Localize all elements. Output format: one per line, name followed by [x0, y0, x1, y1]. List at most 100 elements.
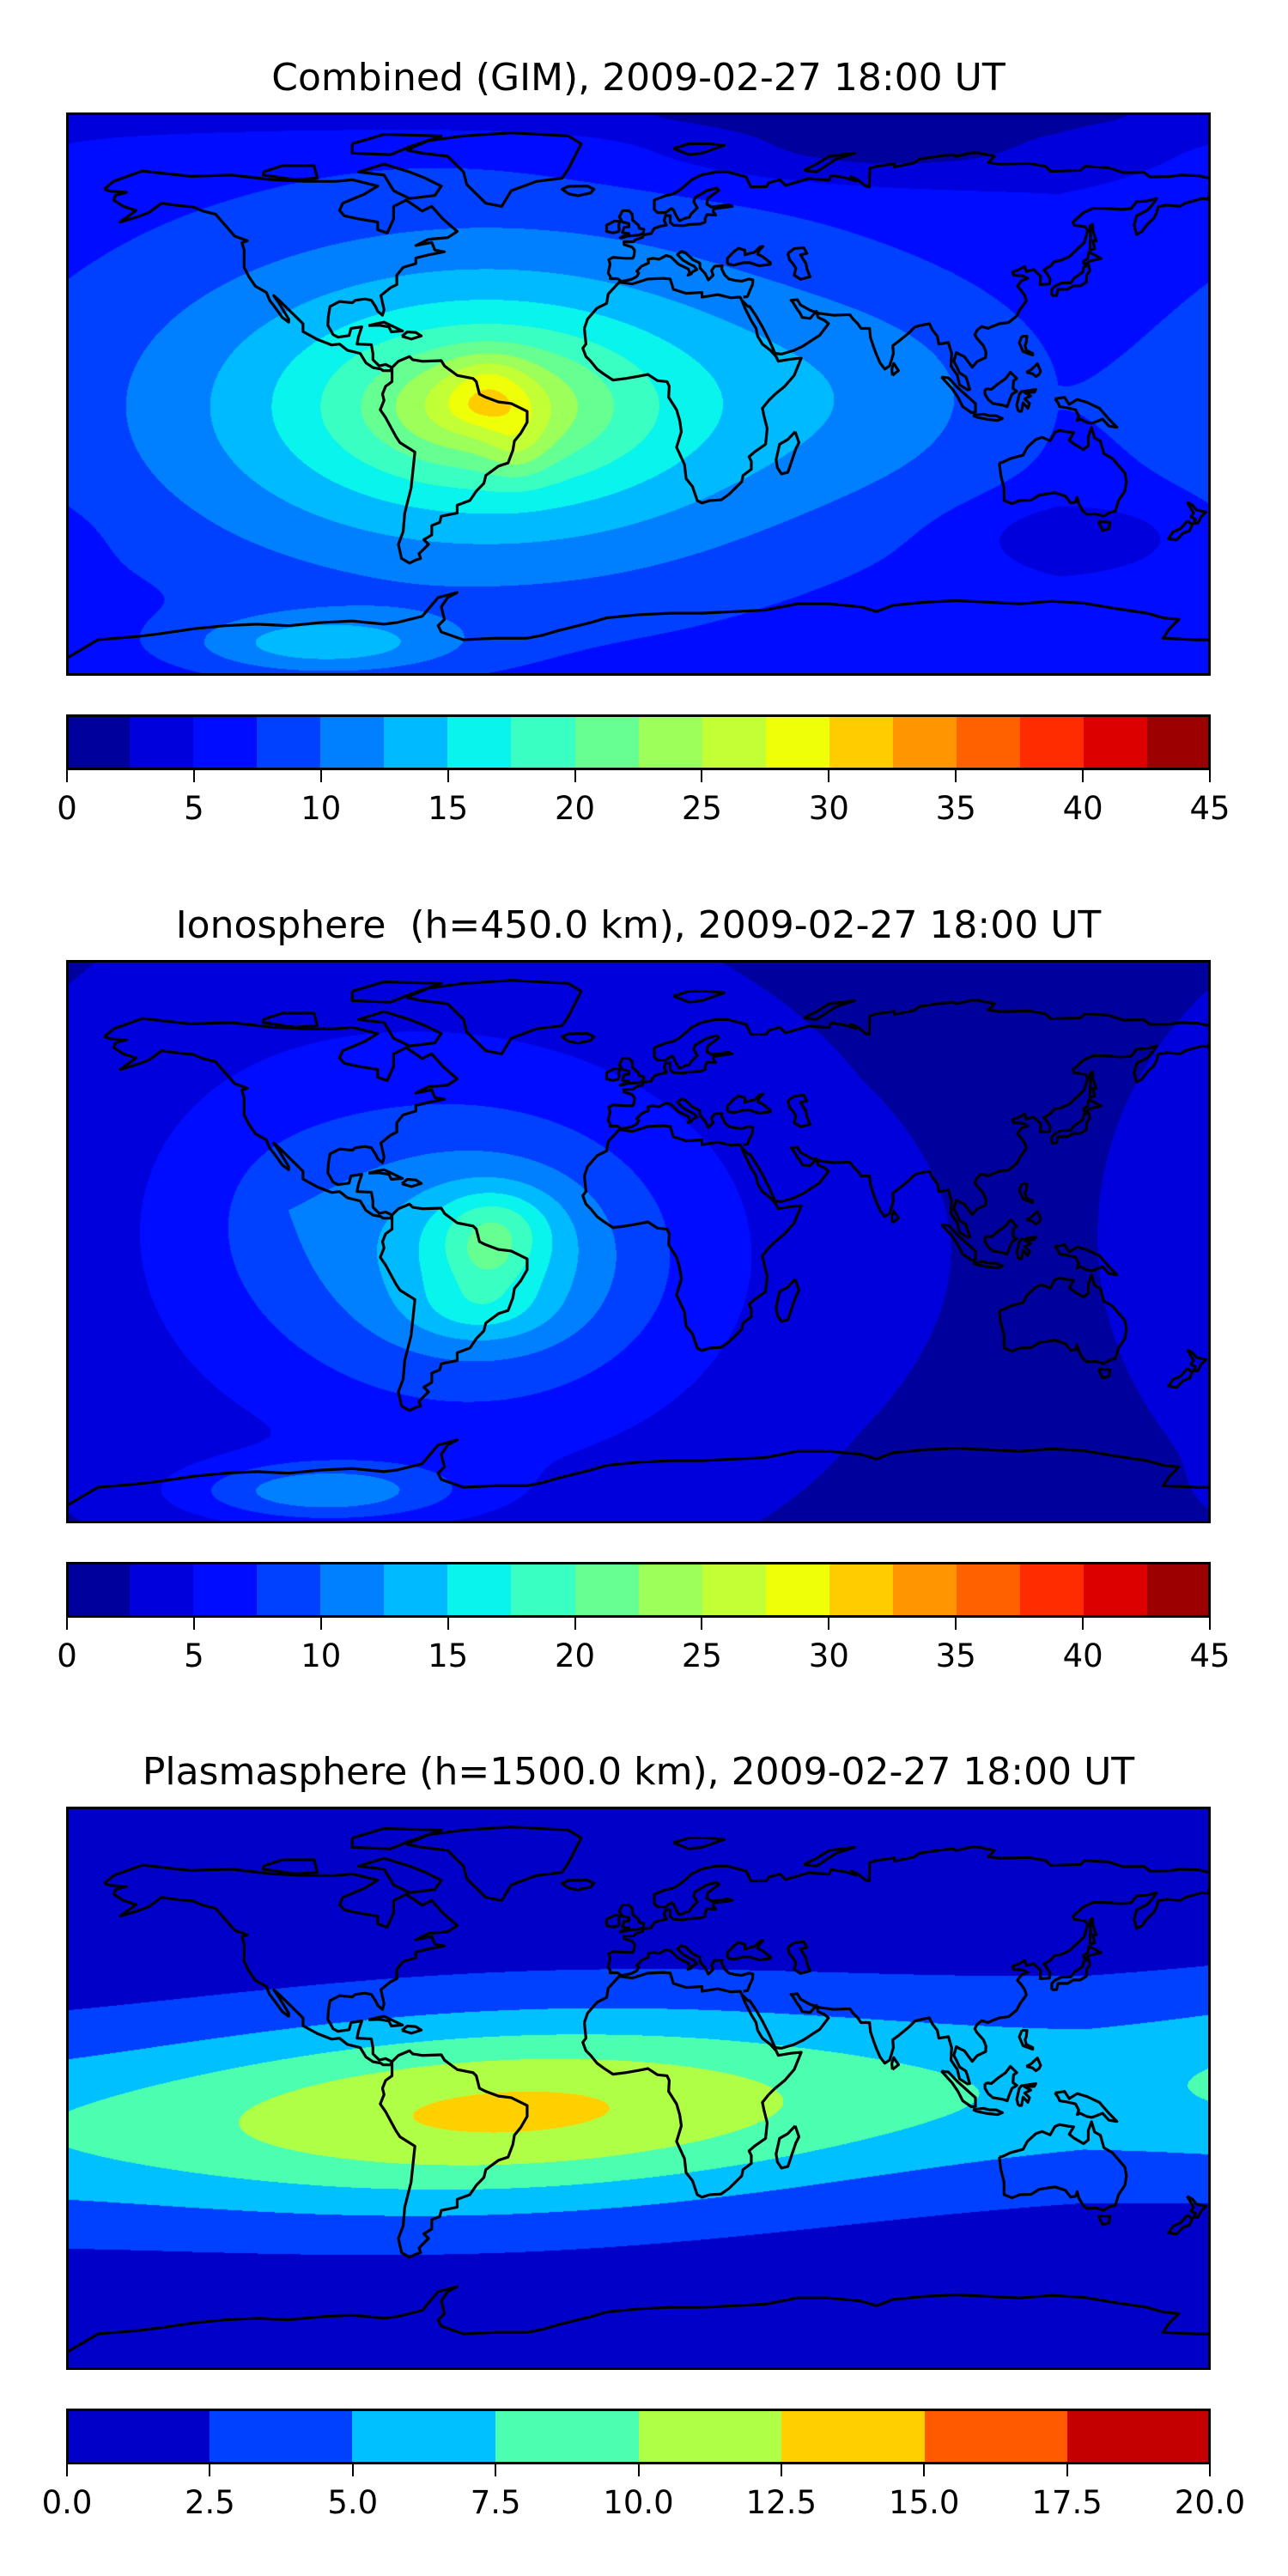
colorbar-tick [66, 770, 68, 782]
colorbar-tick [701, 1617, 703, 1630]
colorbar-tick-label: 40 [1062, 1637, 1103, 1674]
colorbar-tick-label: 17.5 [1031, 2484, 1103, 2521]
coastline-mindanao [1026, 2058, 1041, 2071]
colorbar-bin [320, 1561, 385, 1618]
colorbar-tick-label: 15 [428, 1637, 469, 1674]
coastline-ellesmere [352, 135, 441, 155]
colorbar-bin [892, 1561, 957, 1618]
colorbar-tick-label: 0.0 [41, 2484, 93, 2521]
coastline-honshu [1052, 1112, 1090, 1143]
colorbar-tick-label: 35 [935, 1637, 976, 1674]
coastline-north-america [104, 1018, 457, 1218]
colorbar-bin [924, 2409, 1068, 2464]
coastline-new-guinea [1055, 398, 1117, 428]
colorbar-tick [66, 1617, 68, 1630]
coastline-madagascar [776, 1279, 799, 1321]
colorbar-bin [1019, 1561, 1084, 1618]
coastline-svalbard [673, 143, 724, 155]
coastline-south-america [380, 1204, 527, 1411]
colorbar-bin [702, 714, 766, 770]
coastline-java [973, 1261, 1002, 1267]
coastline-sumatra [941, 2071, 975, 2107]
colorbar-bin [829, 1561, 893, 1618]
colorbar-tick-label: 30 [808, 790, 849, 827]
colorbar-tick-label: 5 [184, 1637, 204, 1674]
coastline-ellesmere [352, 1829, 441, 1850]
coastline-cuba [368, 1170, 403, 1179]
colorbar-tick-label: 5 [184, 790, 204, 827]
colorbar-tick [828, 1617, 830, 1630]
colorbar-tick [192, 770, 195, 782]
colorbar-bin [638, 2409, 782, 2464]
coastline-borneo [985, 1219, 1017, 1254]
coastline-antarctica [66, 592, 1211, 659]
colorbar-tick-label: 0 [57, 790, 77, 827]
coastline-novaya-zemlya [804, 153, 854, 172]
coastline-australia [999, 2122, 1127, 2210]
coastline-north-america [104, 171, 457, 371]
colorbar-bin [1147, 1561, 1212, 1618]
map-panel [66, 112, 1211, 676]
colorbar-tick [1209, 2464, 1211, 2476]
colorbar-tick [209, 2464, 211, 2476]
colorbar-tick [955, 1617, 957, 1630]
coastline-sakhalin [1090, 1918, 1096, 1944]
colorbar-bin [574, 714, 639, 770]
colorbar-tick-label: 25 [681, 1637, 722, 1674]
coastline-luzon [1019, 337, 1033, 355]
coastline-mindanao [1026, 1211, 1041, 1224]
coastline-madagascar [776, 432, 799, 474]
map-panel [66, 1807, 1211, 2370]
coastline-nz-south [1169, 521, 1193, 540]
coastline-sumatra [941, 377, 975, 413]
coastline-africa [583, 1972, 801, 2197]
colorbar-tick [1209, 770, 1211, 782]
colorbar-tick-label: 35 [935, 790, 976, 827]
chart-title: Plasmasphere (h=1500.0 km), 2009-02-27 1… [142, 1750, 1135, 1794]
coastlines [66, 112, 1211, 676]
colorbar-tick [923, 2464, 926, 2476]
coastline-australia [999, 1274, 1127, 1363]
colorbar-tick-label: 15.0 [889, 2484, 960, 2521]
colorbar-tick-label: 20.0 [1174, 2484, 1246, 2521]
coastline-mindanao [1026, 364, 1041, 377]
colorbar-bin [66, 2409, 210, 2464]
coastline-eurasia [608, 1847, 1211, 2084]
colorbar-tick-label: 10.0 [603, 2484, 674, 2521]
colorbar-tick [1066, 2464, 1068, 2476]
coastline-caspian-sea [788, 1095, 811, 1127]
colorbar [66, 1561, 1212, 1618]
colorbar-tick [319, 770, 322, 782]
coastline-baffin [359, 1012, 441, 1046]
coastline-ireland [606, 1915, 620, 1927]
coastline-black-sea [727, 1093, 770, 1113]
coastline-svalbard [673, 1838, 724, 1849]
coastline-sri-lanka [892, 1211, 899, 1223]
colorbar-tick [574, 1617, 576, 1630]
coastline-sulawesi [1017, 2084, 1036, 2106]
coastline-sakhalin [1090, 1072, 1096, 1097]
colorbar-bin [829, 714, 893, 770]
colorbar-tick [447, 770, 449, 782]
coastline-nz-south [1169, 1368, 1193, 1387]
colorbar-bin [574, 1561, 639, 1618]
colorbar-tick [1209, 1617, 1211, 1630]
colorbar-bin [956, 714, 1020, 770]
colorbar-tick-label: 20 [555, 1637, 596, 1674]
chart-title: Ionosphere (h=450.0 km), 2009-02-27 18:0… [175, 902, 1102, 947]
colorbar-tick [319, 1617, 322, 1630]
coastline-greenland [406, 980, 581, 1054]
colorbar-bin [209, 2409, 353, 2464]
chart-title: Combined (GIM), 2009-02-27 18:00 UT [271, 56, 1005, 100]
colorbar-bin [638, 1561, 702, 1618]
colorbar-bin [257, 1561, 321, 1618]
colorbar-bin [193, 714, 258, 770]
colorbar-tick-label: 15 [428, 790, 469, 827]
coastline-hokkaido [1084, 1947, 1101, 1959]
coastlines [66, 1807, 1211, 2370]
coastline-sulawesi [1017, 390, 1036, 412]
colorbar-tick [66, 2464, 68, 2476]
colorbar-bin [447, 1561, 512, 1618]
coastline-victoria-island [264, 166, 318, 179]
colorbar-tick [955, 770, 957, 782]
